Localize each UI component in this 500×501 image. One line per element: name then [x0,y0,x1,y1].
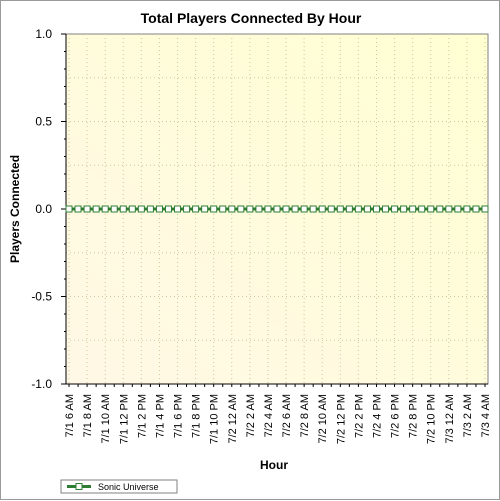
data-point [155,205,163,213]
y-tick-label: 1.0 [35,27,52,41]
legend: Sonic Universe [60,479,178,494]
data-point [210,205,218,213]
data-point [282,205,290,213]
x-tick-label: 7/2 4 AM [263,394,275,437]
x-tick-label: 7/2 6 PM [390,394,402,438]
x-tick-label: 7/1 6 AM [64,394,76,437]
x-tick-label: 7/2 10 PM [426,394,438,444]
data-point [345,205,353,213]
x-tick-label: 7/1 12 PM [118,394,130,444]
x-tick-label: 7/3 12 AM [444,394,456,444]
x-tick-label: 7/1 6 PM [173,394,185,438]
x-tick-label: 7/2 10 AM [317,394,329,444]
data-point [237,205,245,213]
y-tick-label: 0.5 [35,115,52,129]
chart-title: Total Players Connected By Hour [141,10,362,26]
data-point [273,205,281,213]
data-point [481,205,489,213]
x-tick-label: 7/2 6 AM [281,394,293,437]
data-point [336,205,344,213]
data-point [454,205,462,213]
data-point [363,205,371,213]
data-point [183,205,191,213]
data-point [219,205,227,213]
data-point [192,205,200,213]
data-point [146,205,154,213]
data-point [174,205,182,213]
data-point [372,205,380,213]
data-point [164,205,172,213]
data-point [228,205,236,213]
x-tick-label: 7/3 2 AM [462,394,474,437]
y-tick-label: 0.0 [35,202,52,216]
data-point [65,205,73,213]
legend-box [60,479,178,494]
data-point [409,205,417,213]
data-point [418,205,426,213]
data-point [472,205,480,213]
x-tick-label: 7/1 8 PM [191,394,203,438]
data-point [463,205,471,213]
x-tick-labels: 7/1 6 AM 7/1 8 AM 7/1 10 AM 7/1 12 PM 7/1 2 … [64,394,492,444]
data-point [391,205,399,213]
data-point [300,205,308,213]
data-point [382,205,390,213]
x-tick-label: 7/2 2 AM [245,394,257,437]
data-point [264,205,272,213]
y-tick-label: -1.0 [31,377,52,391]
legend-label: Sonic Universe [98,482,159,492]
data-point [201,205,209,213]
data-point [128,205,136,213]
data-point [74,205,82,213]
axes [61,33,488,387]
data-point [255,205,263,213]
series-layer [65,205,489,213]
x-tick-label: 7/2 8 AM [299,394,311,437]
data-point [246,205,254,213]
x-tick-label: 7/2 12 AM [227,394,239,444]
data-point [119,205,127,213]
y-tick-label: -0.5 [31,290,52,304]
data-point [101,205,109,213]
y-axis-label: Players Connected [8,155,22,263]
data-point [110,205,118,213]
x-tick-label: 7/1 8 AM [82,394,94,437]
data-point [327,205,335,213]
data-point [309,205,317,213]
x-tick-label: 7/2 8 PM [408,394,420,438]
data-point [436,205,444,213]
x-tick-label: 7/3 4 AM [480,394,492,437]
y-tick-labels: 1.0 0.5 0.0 -0.5 -1.0 [31,27,52,391]
x-tick-label: 7/1 10 PM [209,394,221,444]
data-point [400,205,408,213]
data-point [83,205,91,213]
data-point [92,205,100,213]
data-point [318,205,326,213]
x-tick-label: 7/2 12 PM [335,394,347,444]
data-point [445,205,453,213]
x-tick-label: 7/1 2 PM [136,394,148,438]
x-tick-label: 7/2 2 PM [353,394,365,438]
data-point [137,205,145,213]
x-axis-label: Hour [260,458,288,472]
data-point [291,205,299,213]
legend-marker-swatch [75,483,83,490]
data-point [354,205,362,213]
x-tick-label: 7/1 10 AM [100,394,112,444]
x-tick-label: 7/1 4 PM [154,394,166,438]
x-tick-label: 7/2 4 PM [371,394,383,438]
data-point [427,205,435,213]
